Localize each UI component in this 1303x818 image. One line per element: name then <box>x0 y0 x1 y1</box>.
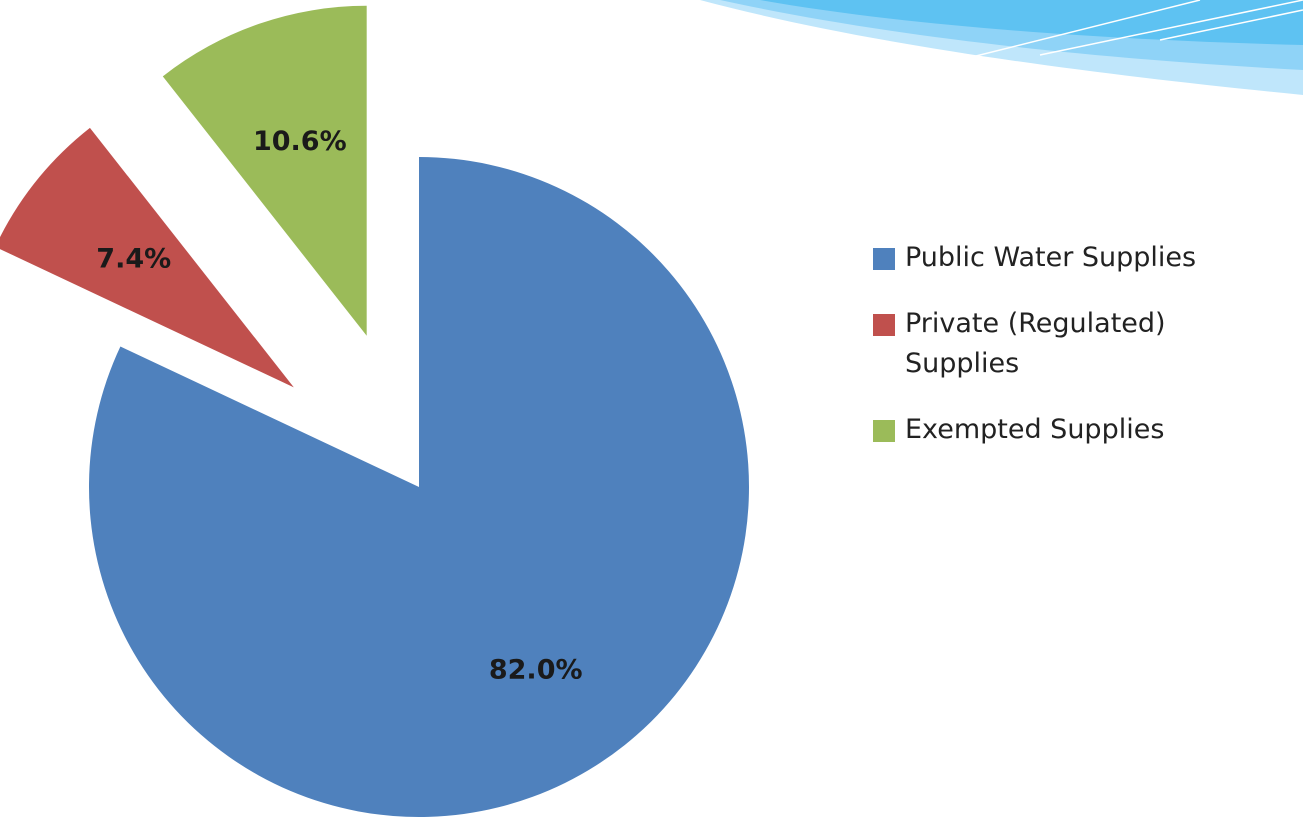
legend-item: Public Water Supplies <box>873 238 1298 278</box>
legend-item: Exempted Supplies <box>873 410 1298 450</box>
decoration <box>700 0 1303 95</box>
legend-label: Public Water Supplies <box>905 242 1197 273</box>
legend: Public Water Supplies Private (Regulated)… <box>873 238 1298 476</box>
pie-slice <box>0 127 294 388</box>
pie-slice <box>89 157 750 817</box>
data-label: 82.0% <box>489 654 583 685</box>
legend-swatch <box>873 314 895 336</box>
legend-label: Private (Regulated) Supplies <box>905 308 1166 379</box>
legend-label: Exempted Supplies <box>905 414 1165 445</box>
legend-swatch <box>873 420 895 442</box>
legend-item: Private (Regulated) Supplies <box>873 304 1298 384</box>
data-label: 10.6% <box>253 126 347 157</box>
data-label: 7.4% <box>96 243 171 274</box>
legend-swatch <box>873 248 895 270</box>
pie-slice <box>162 5 367 336</box>
